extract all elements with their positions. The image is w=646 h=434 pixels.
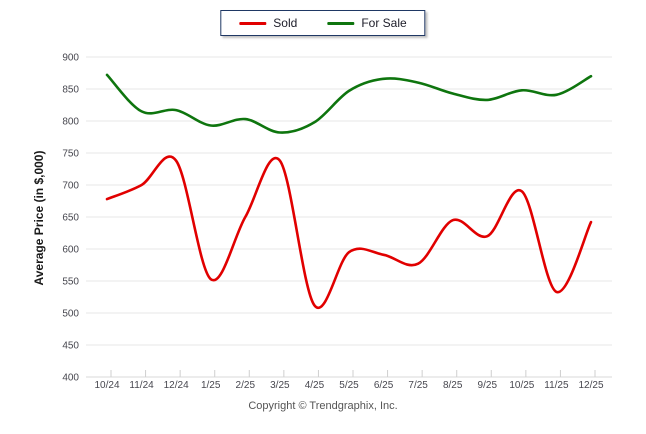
y-tick-label: 750	[62, 149, 79, 160]
y-tick-label: 700	[62, 181, 79, 192]
legend-label-for-sale: For Sale	[361, 16, 407, 30]
x-tick-label: 4/25	[305, 380, 325, 391]
x-tick-label: 10/24	[94, 380, 119, 391]
x-tick-label: 12/24	[164, 380, 189, 391]
y-tick-label: 650	[62, 213, 79, 224]
x-tick-label: 11/25	[544, 380, 569, 391]
x-tick-label: 9/25	[478, 380, 498, 391]
copyright-text: Copyright © Trendgraphix, Inc.	[248, 400, 398, 412]
x-tick-label: 10/25	[509, 380, 534, 391]
series-line-sold	[105, 155, 593, 310]
for-sale-line-swatch	[327, 21, 355, 25]
x-tick-label: 12/25	[578, 380, 603, 391]
chart-legend: Sold For Sale	[220, 10, 426, 36]
y-tick-label: 450	[62, 341, 79, 352]
legend-item-for-sale: For Sale	[327, 16, 407, 30]
sold-line-swatch	[239, 21, 267, 25]
x-tick-label: 8/25	[443, 380, 463, 391]
y-tick-label: 600	[62, 245, 79, 256]
x-tick-label: 6/25	[374, 380, 394, 391]
x-tick-label: 5/25	[339, 380, 359, 391]
legend-item-sold: Sold	[239, 16, 297, 30]
y-tick-label: 500	[62, 309, 79, 320]
x-tick-label: 2/25	[236, 380, 256, 391]
x-tick-label: 11/24	[129, 380, 154, 391]
y-tick-label: 800	[62, 117, 79, 128]
series-line-for-sale	[105, 73, 593, 134]
y-tick-label: 850	[62, 85, 79, 96]
y-tick-label: 400	[62, 373, 79, 384]
x-tick-label: 3/25	[270, 380, 290, 391]
x-tick-label: 7/25	[408, 380, 428, 391]
x-tick-label: 1/25	[201, 380, 221, 391]
legend-label-sold: Sold	[273, 16, 298, 30]
y-tick-label: 550	[62, 277, 79, 288]
y-tick-label: 900	[62, 53, 79, 64]
